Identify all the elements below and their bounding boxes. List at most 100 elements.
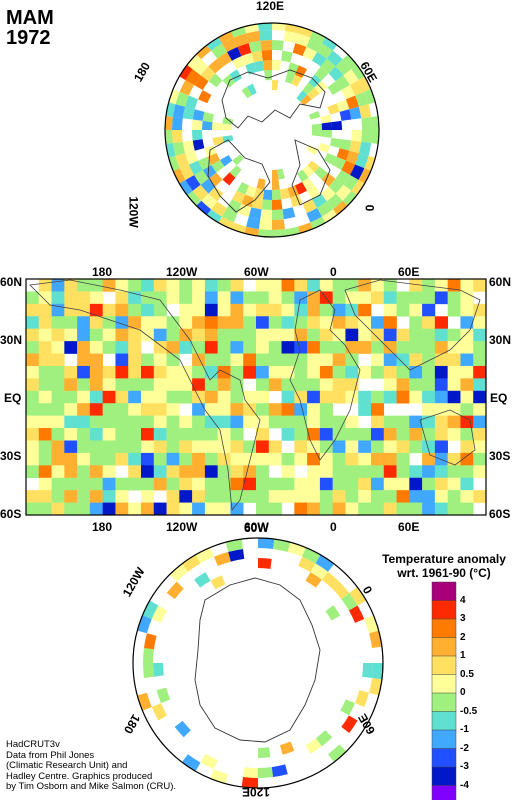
- anomaly-cell: [335, 59, 352, 76]
- anomaly-cell: [141, 291, 155, 305]
- anomaly-cell: [327, 103, 340, 115]
- anomaly-cell: [102, 440, 116, 454]
- anomaly-cell: [217, 428, 231, 441]
- anomaly-cell: [102, 428, 116, 441]
- anomaly-cell: [194, 42, 212, 60]
- anomaly-cell: [211, 201, 227, 217]
- anomaly-cell: [294, 65, 307, 79]
- anomaly-cell: [77, 316, 91, 329]
- anomaly-cell: [339, 139, 352, 151]
- anomaly-cell: [38, 291, 52, 305]
- anomaly-cell: [89, 390, 103, 404]
- credit-text: HadCRUT3v Data from Phil Jones (Climatic…: [6, 739, 176, 792]
- anomaly-cell: [204, 279, 218, 292]
- world-bottom-label-0: 0: [330, 520, 337, 534]
- anomaly-cell: [247, 83, 257, 96]
- anomaly-cell: [285, 226, 301, 237]
- anomaly-cell: [358, 104, 372, 119]
- anomaly-cell: [325, 605, 341, 621]
- anomaly-cell: [371, 440, 385, 454]
- anomaly-cell: [115, 403, 129, 416]
- anomaly-cell: [115, 477, 129, 491]
- anomaly-cell: [179, 279, 193, 292]
- anomaly-cell: [281, 403, 295, 416]
- south-label-60w: 60W: [244, 521, 269, 535]
- anomaly-cell: [383, 428, 397, 441]
- anomaly-cell: [26, 291, 40, 305]
- anomaly-cell: [319, 291, 333, 305]
- anomaly-cell: [128, 316, 142, 329]
- anomaly-cell: [294, 365, 308, 379]
- year-title: 1972: [6, 27, 51, 49]
- anomaly-cell: [358, 440, 372, 454]
- anomaly-cell: [281, 279, 295, 292]
- anomaly-cell: [460, 415, 474, 429]
- anomaly-cell: [256, 465, 270, 479]
- anomaly-cell: [281, 50, 293, 63]
- anomaly-cell: [256, 353, 270, 367]
- anomaly-cell: [204, 378, 218, 392]
- anomaly-cell: [245, 62, 257, 75]
- anomaly-cell: [409, 378, 423, 392]
- anomaly-cell: [179, 452, 193, 466]
- anomaly-cell: [179, 341, 193, 354]
- anomaly-cell: [355, 91, 369, 107]
- anomaly-cell: [328, 744, 347, 763]
- anomaly-cell: [153, 279, 167, 292]
- anomaly-cell: [217, 440, 231, 454]
- anomaly-cell: [349, 164, 365, 180]
- anomaly-cell: [153, 465, 167, 479]
- anomaly-cell: [204, 328, 218, 342]
- anomaly-cell: [128, 452, 142, 466]
- anomaly-cell: [102, 415, 116, 429]
- anomaly-cell: [409, 365, 423, 379]
- anomaly-cell: [371, 365, 385, 379]
- anomaly-cell: [38, 477, 52, 491]
- anomaly-cell: [268, 303, 282, 317]
- anomaly-cell: [192, 130, 203, 141]
- anomaly-cell: [102, 303, 116, 317]
- anomaly-cell: [272, 219, 286, 230]
- anomaly-cell: [77, 341, 91, 354]
- anomaly-cell: [307, 185, 321, 200]
- anomaly-cell: [115, 440, 129, 454]
- anomaly-cell: [314, 66, 329, 81]
- anomaly-cell: [332, 477, 346, 491]
- anomaly-cell: [153, 663, 164, 677]
- anomaly-cell: [194, 200, 212, 218]
- anomaly-cell: [272, 169, 279, 180]
- anomaly-cell: [166, 353, 180, 367]
- anomaly-cell: [38, 465, 52, 479]
- anomaly-cell: [228, 548, 245, 562]
- anomaly-cell: [345, 303, 359, 317]
- anomaly-cell: [89, 316, 103, 329]
- anomaly-cell: [447, 403, 461, 416]
- anomaly-cell: [383, 477, 397, 491]
- anomaly-cell: [342, 52, 360, 70]
- anomaly-cell: [153, 440, 167, 454]
- anomaly-cell: [115, 390, 129, 404]
- anomaly-cell: [294, 390, 308, 404]
- anomaly-cell: [217, 316, 231, 329]
- anomaly-cell: [217, 291, 231, 305]
- anomaly-cell: [51, 440, 65, 454]
- anomaly-cell: [181, 754, 201, 772]
- anomaly-cell: [51, 465, 65, 479]
- anomaly-cell: [230, 328, 244, 342]
- anomaly-cell: [64, 440, 78, 454]
- anomaly-cell: [383, 502, 397, 516]
- legend-swatch: [431, 674, 457, 694]
- anomaly-cell: [271, 764, 288, 778]
- anomaly-cell: [422, 291, 436, 305]
- anomaly-cell: [434, 428, 448, 441]
- anomaly-cell: [248, 207, 262, 220]
- anomaly-cell: [260, 40, 272, 51]
- anomaly-cell: [176, 63, 193, 80]
- anomaly-cell: [64, 365, 78, 379]
- world-top-label-60e: 60E: [398, 265, 420, 279]
- anomaly-cell: [192, 365, 206, 379]
- legend-swatch: [431, 600, 457, 620]
- anomaly-cell: [383, 303, 397, 317]
- anomaly-cell: [332, 428, 346, 441]
- anomaly-cell: [328, 66, 344, 82]
